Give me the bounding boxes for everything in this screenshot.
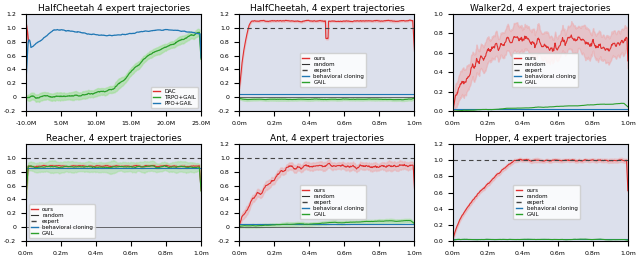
Legend: DAC, TRPO+GAIL, PPO+GAIL: DAC, TRPO+GAIL, PPO+GAIL [151, 87, 198, 108]
Title: Hopper, 4 expert trajectories: Hopper, 4 expert trajectories [474, 134, 606, 143]
Title: Ant, 4 expert trajectories: Ant, 4 expert trajectories [270, 134, 384, 143]
Title: HalfCheetah, 4 expert trajectories: HalfCheetah, 4 expert trajectories [250, 4, 404, 13]
Legend: ours, random, expert, behavioral cloning, GAIL: ours, random, expert, behavioral cloning… [29, 204, 95, 238]
Legend: ours, random, expert, behavioral cloning, GAIL: ours, random, expert, behavioral cloning… [511, 53, 578, 87]
Title: Walker2d, 4 expert trajectories: Walker2d, 4 expert trajectories [470, 4, 611, 13]
Title: Reacher, 4 expert trajectories: Reacher, 4 expert trajectories [45, 134, 181, 143]
Legend: ours, random, expert, behavioral cloning, GAIL: ours, random, expert, behavioral cloning… [300, 185, 367, 219]
Legend: ours, random, expert, behavioral cloning, GAIL: ours, random, expert, behavioral cloning… [300, 53, 367, 87]
Legend: ours, random, expert, behavioral cloning, GAIL: ours, random, expert, behavioral cloning… [513, 185, 580, 219]
Title: HalfCheetah 4 expert trajectories: HalfCheetah 4 expert trajectories [38, 4, 189, 13]
